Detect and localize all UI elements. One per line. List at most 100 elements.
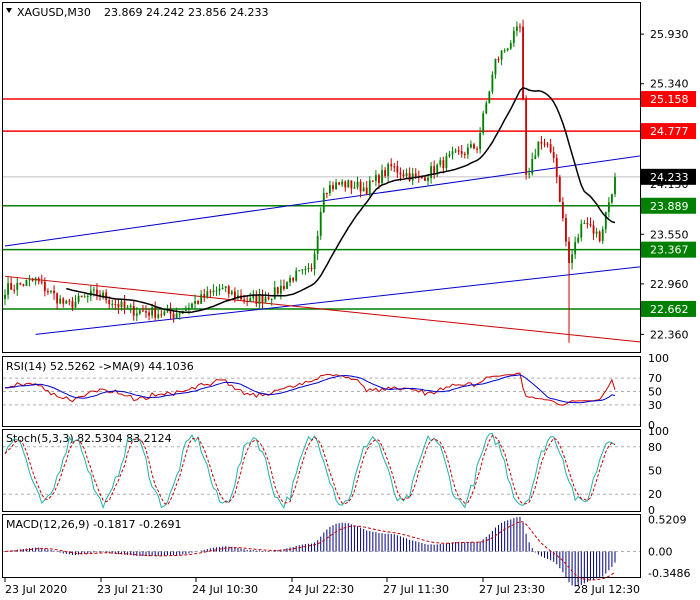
candle-body	[540, 141, 543, 144]
candle-body	[289, 278, 291, 283]
candle-body	[135, 313, 138, 316]
candle-body	[28, 279, 31, 281]
candle-body	[209, 291, 212, 293]
candle-body	[473, 144, 475, 149]
candle-body	[356, 181, 359, 188]
candle-body	[344, 181, 347, 188]
candle-body	[132, 305, 135, 316]
candle-body	[13, 289, 16, 291]
level-tag	[641, 300, 696, 317]
candle-body	[399, 172, 402, 175]
candle-body	[537, 141, 540, 156]
level-tag	[641, 91, 696, 108]
candle-body	[531, 158, 534, 174]
rsi-tick-label: 70	[648, 372, 662, 385]
stoch-tick-label: 50	[648, 465, 662, 478]
candle-body	[519, 26, 521, 28]
candle-body	[10, 283, 13, 290]
candle-body	[601, 229, 604, 241]
candle-body	[194, 301, 196, 304]
candle-body	[175, 313, 178, 319]
macd-tick-label: 0.00	[648, 546, 673, 559]
candle-body	[368, 180, 371, 194]
candle-body	[335, 182, 337, 190]
candle-body	[114, 303, 117, 305]
candle-body	[233, 291, 236, 299]
stoch-layer: 100 80 50 20 0	[3, 425, 669, 517]
candle-body	[215, 290, 218, 292]
candle-body	[595, 231, 598, 234]
candle-body	[34, 278, 37, 281]
candle-body	[555, 158, 558, 177]
trend-line	[35, 266, 641, 335]
x-tick-label: 24 Jul 22:30	[288, 583, 354, 596]
candle-body	[512, 30, 515, 44]
candle-body	[59, 298, 62, 304]
y-tick-label: 25.930	[650, 28, 689, 41]
stoch-tick-label: 100	[648, 425, 669, 438]
candle-body	[506, 48, 509, 51]
collapse-triangle-icon[interactable]	[6, 8, 12, 13]
candle-body	[283, 285, 285, 289]
candle-body	[310, 268, 313, 270]
candle-body	[503, 50, 506, 52]
candle-body	[163, 311, 166, 315]
candle-body	[561, 202, 564, 219]
price-header-ohlc: 23.869 24.242 23.856 24.233	[104, 6, 268, 19]
y-tick-label: 23.550	[650, 228, 689, 241]
candle-body	[583, 223, 586, 225]
candle-body	[408, 173, 411, 181]
candle-body	[142, 310, 144, 312]
candle-body	[476, 148, 478, 150]
candle-body	[252, 296, 255, 299]
rsi-tick-label: 30	[648, 399, 662, 412]
candle-body	[267, 297, 270, 300]
stoch-tick-label: 20	[648, 488, 662, 501]
candle-body	[378, 175, 380, 184]
x-tick-label: 27 Jul 11:30	[383, 583, 449, 596]
candle-body	[405, 173, 408, 177]
candle-body	[479, 133, 482, 150]
candle-body	[580, 223, 583, 238]
candle-body	[255, 296, 258, 305]
macd-layer: 0.5209 0.00 -0.3486	[3, 514, 690, 587]
candle-body	[433, 166, 436, 174]
candle-body	[31, 279, 34, 281]
level-tag	[641, 197, 696, 214]
candle-body	[325, 193, 328, 195]
candle-body	[145, 311, 147, 313]
candle-body	[614, 176, 616, 195]
rsi-header: RSI(14) 52.5262 ->MA(9) 44.1036	[6, 360, 194, 373]
candle-body	[160, 314, 163, 316]
candle-body	[439, 160, 442, 165]
candle-body	[56, 293, 59, 304]
candle-body	[488, 91, 491, 104]
level-tag-label: 25.158	[650, 93, 689, 106]
candle-body	[102, 292, 105, 297]
candle-body	[108, 300, 111, 304]
candle-body	[454, 150, 457, 152]
candle-body	[528, 173, 531, 175]
candle-body	[460, 151, 463, 154]
candle-body	[387, 164, 390, 176]
candle-body	[470, 144, 472, 148]
candle-body	[500, 50, 503, 60]
candle-body	[463, 153, 466, 155]
candle-body	[515, 26, 518, 31]
stoch-tick-label: 0	[648, 504, 655, 517]
candle-body	[224, 286, 227, 288]
candle-body	[240, 295, 242, 300]
candle-body	[436, 164, 439, 174]
candle-body	[138, 310, 141, 314]
x-tick-label: 27 Jul 23:30	[479, 583, 545, 596]
candle-body	[322, 193, 325, 212]
candle-body	[154, 307, 157, 318]
candle-body	[258, 294, 261, 305]
candle-body	[482, 113, 485, 134]
candle-body	[148, 312, 150, 316]
x-tick-label: 28 Jul 12:30	[574, 583, 640, 596]
candle-body	[80, 295, 83, 298]
trend-line	[4, 155, 641, 247]
candle-body	[264, 297, 267, 303]
